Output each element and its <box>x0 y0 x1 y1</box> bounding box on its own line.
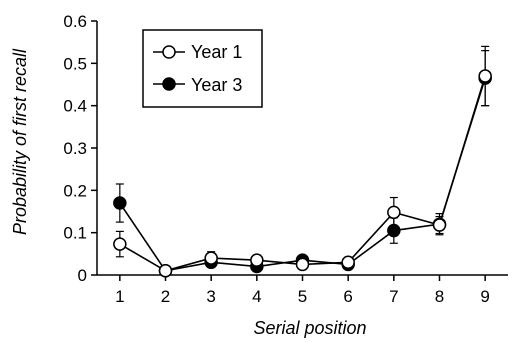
x-tick-label: 4 <box>252 287 261 306</box>
y-tick-label: 0.1 <box>63 224 87 243</box>
legend-marker-year3 <box>162 77 176 91</box>
data-point <box>113 196 127 210</box>
y-tick-label: 0.5 <box>63 54 87 73</box>
legend-box <box>142 29 263 108</box>
y-tick-label: 0.2 <box>63 181 87 200</box>
x-tick-label: 1 <box>115 287 124 306</box>
series-year-1 <box>113 45 492 278</box>
x-tick-label: 9 <box>480 287 489 306</box>
x-axis-ticks: 1 2 3 4 5 6 7 8 9 <box>115 275 490 306</box>
y-axis-ticks: 0 0.1 0.2 0.3 0.4 0.5 0.6 <box>63 12 97 285</box>
y-axis-title: Probability of first recall <box>10 48 30 235</box>
data-point <box>113 237 127 251</box>
data-point <box>204 251 218 265</box>
x-tick-label: 5 <box>298 287 307 306</box>
x-tick-label: 6 <box>343 287 352 306</box>
legend-label-year1: Year 1 <box>191 42 242 62</box>
y-tick-label: 0 <box>78 266 87 285</box>
data-point <box>387 205 401 220</box>
x-axis-title: Serial position <box>253 318 366 338</box>
data-point <box>250 253 264 267</box>
legend-marker-year1 <box>162 45 176 59</box>
legend-label-year3: Year 3 <box>191 75 242 95</box>
y-tick-label: 0.4 <box>63 97 87 116</box>
data-point <box>158 264 173 278</box>
data-point <box>432 218 447 232</box>
data-point <box>295 257 310 272</box>
data-point <box>341 255 355 270</box>
data-point <box>478 69 492 83</box>
x-tick-label: 3 <box>206 287 215 306</box>
legend: Year 1 Year 3 <box>142 29 263 108</box>
series-layer <box>113 45 492 278</box>
y-tick-label: 0.3 <box>63 139 87 158</box>
x-tick-label: 7 <box>389 287 398 306</box>
x-tick-label: 8 <box>435 287 444 306</box>
y-tick-label: 0.6 <box>63 12 87 31</box>
x-tick-label: 2 <box>161 287 170 306</box>
